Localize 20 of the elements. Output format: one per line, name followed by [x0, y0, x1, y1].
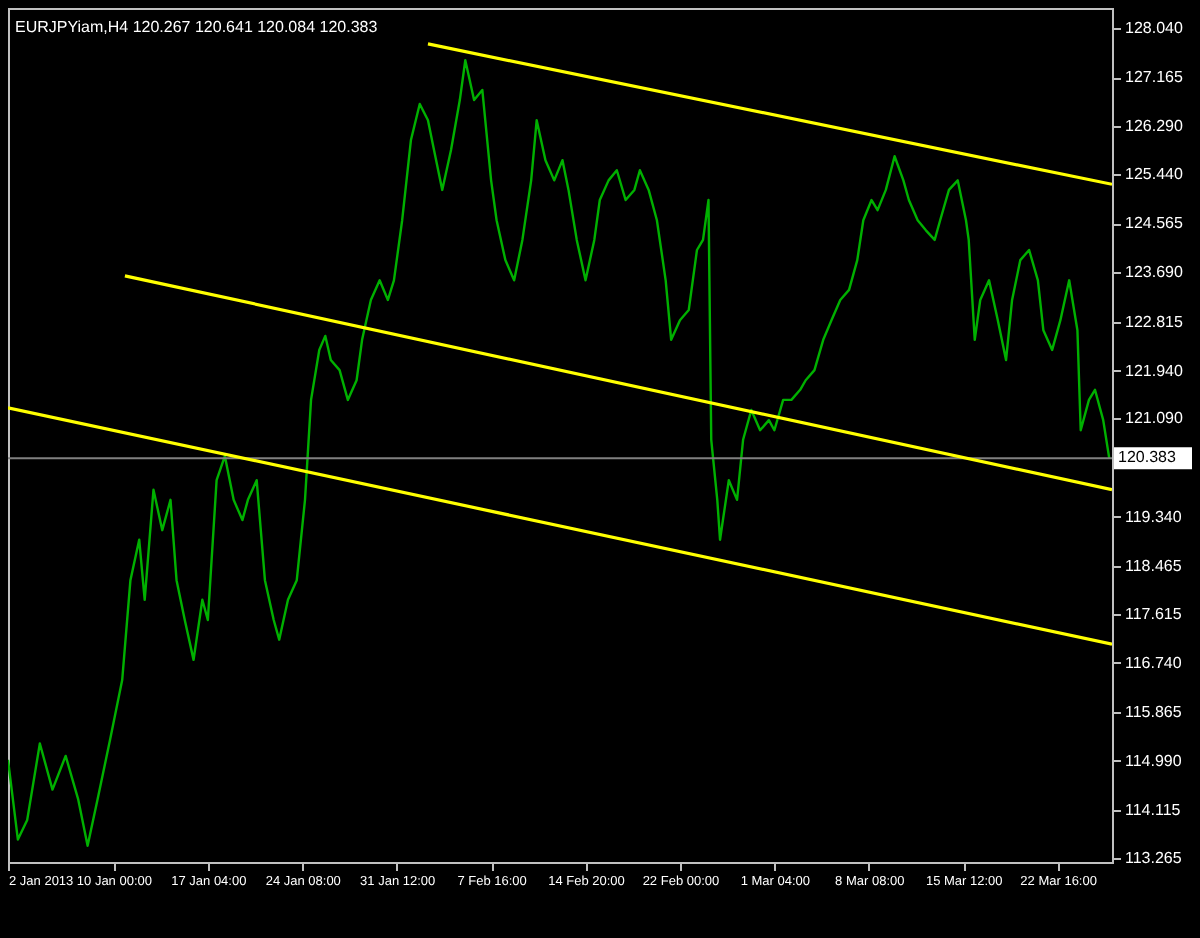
y-tick-label: 127.165 — [1125, 68, 1184, 87]
y-tick-label: 128.040 — [1125, 19, 1184, 38]
y-tick-label: 113.265 — [1125, 848, 1183, 867]
y-tick-label: 116.740 — [1125, 653, 1183, 672]
y-tick-label: 124.565 — [1125, 214, 1184, 233]
y-tick-label: 117.615 — [1125, 604, 1183, 623]
y-tick-label: 114.990 — [1125, 751, 1183, 770]
y-tick-label: 118.465 — [1125, 556, 1183, 575]
y-tick-label: 114.115 — [1125, 801, 1182, 820]
y-tick-label: 122.815 — [1125, 312, 1184, 331]
y-tick-label: 125.440 — [1125, 165, 1184, 184]
y-tick-label: 115.865 — [1125, 702, 1183, 721]
line-series — [8, 59, 1111, 847]
y-tick-label: 123.690 — [1125, 263, 1184, 282]
ref-line-label: 120.383 — [1118, 448, 1177, 467]
y-tick-label: 121.940 — [1125, 361, 1184, 380]
text: EURJPYiam,H4 120.267 120.641 120.084 120.383 — [15, 18, 379, 36]
y-tick-label: 126.290 — [1125, 117, 1184, 136]
y-tick-label: 119.340 — [1125, 507, 1183, 526]
y-tick-label: 121.090 — [1125, 409, 1184, 428]
